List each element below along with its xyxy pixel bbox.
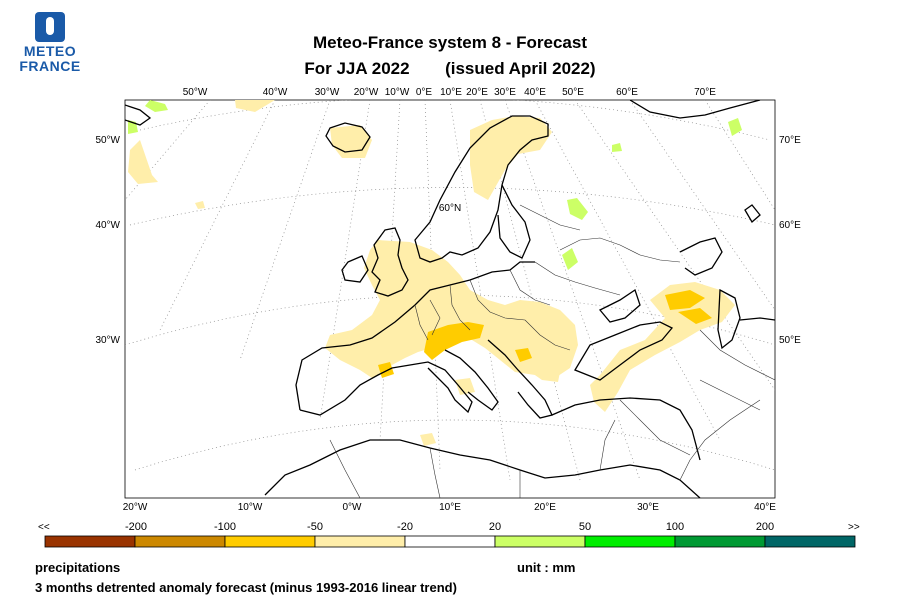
top-lon-label: 20°E	[466, 87, 488, 98]
title-season: For JJA 2022	[304, 59, 410, 78]
top-lon-label: 40°E	[524, 87, 546, 98]
colorbar-tick: -20	[397, 521, 413, 533]
top-lon-label: 30°E	[494, 87, 516, 98]
top-lon-label: 30°W	[315, 87, 340, 98]
description-label: 3 months detrented anomaly forecast (min…	[35, 580, 457, 595]
colorbar-swatch	[674, 535, 766, 548]
colorbar-left-arrow: <<	[38, 522, 50, 533]
logo-line1: METEO	[23, 43, 77, 59]
top-lon-label: 50°W	[183, 87, 208, 98]
colorbar-swatch	[404, 535, 496, 548]
bottom-lon-label: 30°E	[637, 502, 659, 513]
meteo-france-logo: METEO FRANCE	[14, 12, 86, 74]
colorbar-swatch	[584, 535, 676, 548]
colorbar-swatch	[764, 535, 856, 548]
bottom-lon-label: 20°E	[534, 502, 556, 513]
bottom-lon-label: 0°W	[343, 502, 363, 513]
left-lon-label: 40°W	[95, 220, 120, 231]
colorbar	[44, 535, 856, 548]
lat-label: 60°N	[439, 203, 461, 214]
top-lon-label: 10°E	[440, 87, 462, 98]
bottom-lon-label: 10°W	[238, 502, 263, 513]
colorbar-swatch	[224, 535, 316, 548]
colorbar-swatch	[134, 535, 226, 548]
colorbar-tick: 50	[578, 521, 592, 533]
colorbar-tick: 200	[755, 521, 775, 533]
title-issued: (issued April 2022)	[445, 59, 596, 78]
colorbar-swatch	[314, 535, 406, 548]
chart-title: Meteo-France system 8 - Forecast For JJA…	[250, 30, 650, 82]
top-lon-label: 60°E	[616, 87, 638, 98]
left-lon-labels: 50°W 40°W 30°W	[95, 135, 120, 346]
top-lon-label: 10°W	[385, 87, 410, 98]
meteo-france-logo-icon	[35, 12, 65, 42]
top-lon-label: 20°W	[354, 87, 379, 98]
left-lon-label: 30°W	[95, 335, 120, 346]
colorbar-swatch	[494, 535, 586, 548]
anomaly-shading	[128, 100, 742, 446]
unit-label: unit : mm	[517, 560, 576, 575]
title-line2: For JJA 2022 (issued April 2022)	[250, 56, 650, 82]
colorbar-tick: -200	[124, 521, 148, 533]
colorbar-tick: -50	[307, 521, 323, 533]
bottom-lon-label: 20°W	[123, 502, 148, 513]
bottom-lon-labels: 20°W 10°W 0°W 10°E 20°E 30°E 40°E	[123, 502, 777, 513]
colorbar-tick: 20	[488, 521, 502, 533]
logo-line2: FRANCE	[19, 58, 81, 74]
colorbar-right-arrow: >>	[848, 522, 860, 533]
top-lon-labels: 50°W 40°W 30°W 20°W 10°W 0°E 10°E 20°E 3…	[183, 87, 717, 98]
colorbar-tick: -100	[213, 521, 237, 533]
country-borders	[329, 204, 775, 498]
colorbar-swatch	[44, 535, 136, 548]
top-lon-label: 0°E	[416, 87, 433, 98]
right-lon-label: 50°E	[779, 335, 801, 346]
top-lon-label: 50°E	[562, 87, 584, 98]
right-lon-label: 70°E	[779, 135, 801, 146]
variable-label: precipitations	[35, 560, 121, 575]
bottom-lon-label: 10°E	[439, 502, 461, 513]
top-lon-label: 70°E	[694, 87, 716, 98]
right-lon-labels: 70°E 60°E 50°E	[779, 135, 801, 346]
left-lon-label: 50°W	[95, 135, 120, 146]
bottom-lon-label: 40°E	[754, 502, 776, 513]
right-lon-label: 60°E	[779, 220, 801, 231]
title-line1: Meteo-France system 8 - Forecast	[313, 33, 587, 52]
top-lon-label: 40°W	[263, 87, 288, 98]
colorbar-tick: 100	[665, 521, 685, 533]
